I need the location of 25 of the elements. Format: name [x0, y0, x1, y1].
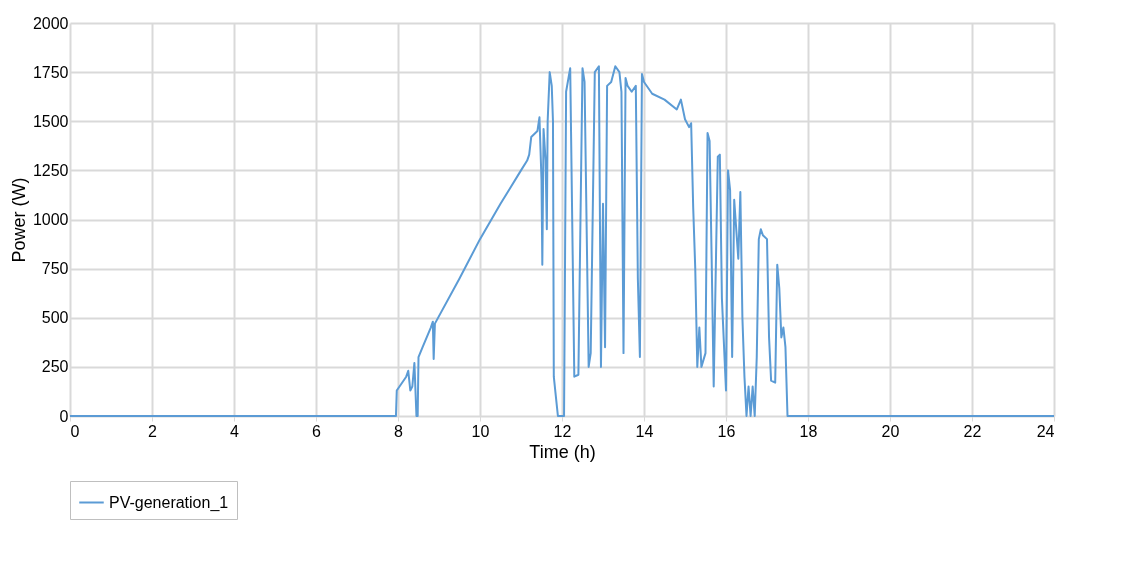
y-tick-label: 2000 — [32, 14, 69, 32]
x-tick-label: 8 — [394, 422, 404, 440]
y-tick-label: 500 — [41, 309, 69, 327]
x-tick-label: 16 — [717, 422, 736, 440]
legend-label: PV-generation_1 — [109, 493, 229, 512]
x-tick-label: 6 — [312, 422, 322, 440]
y-tick-label: 1000 — [32, 211, 69, 228]
x-tick-label: 20 — [881, 422, 900, 440]
y-tick-label: 1500 — [32, 112, 69, 130]
x-tick-label: 14 — [635, 422, 654, 440]
y-tick-label: 0 — [59, 407, 69, 425]
x-tick-label: 18 — [799, 422, 818, 440]
x-tick-label: 12 — [553, 422, 572, 440]
x-tick-label: 22 — [963, 422, 982, 440]
y-tick-label: 1750 — [32, 63, 69, 81]
x-tick-label: 10 — [471, 422, 490, 440]
x-axis-title: Time (h) — [529, 441, 596, 462]
x-tick-label: 4 — [230, 422, 240, 440]
x-tick-label: 2 — [148, 422, 158, 440]
x-tick-label: 24 — [1036, 422, 1055, 440]
y-tick-label: 250 — [41, 358, 69, 376]
y-tick-label: 750 — [41, 260, 69, 278]
y-axis-title: Power (W) — [8, 177, 29, 263]
x-tick-label: 0 — [70, 422, 80, 440]
y-tick-label: 1250 — [32, 161, 69, 179]
